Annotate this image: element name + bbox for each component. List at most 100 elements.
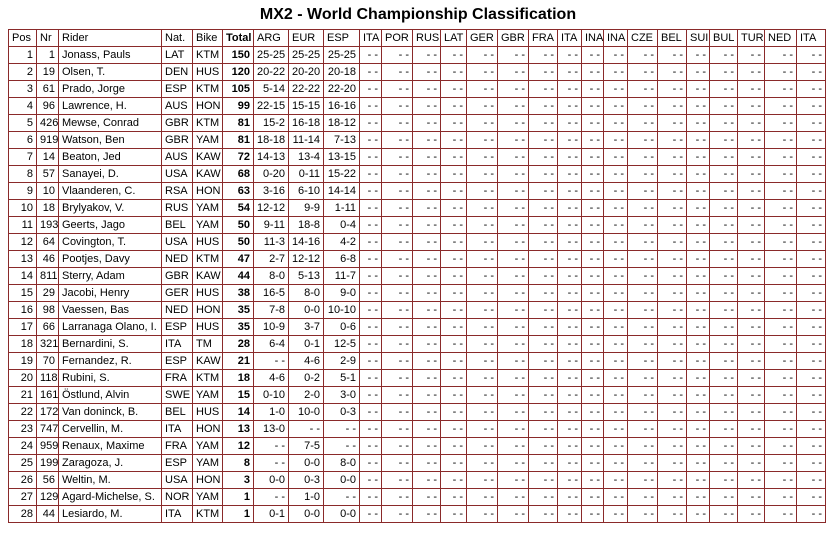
table-cell: 23 <box>8 420 37 438</box>
table-cell: - - <box>737 352 765 370</box>
table-cell: KAW <box>192 165 223 183</box>
table-cell: - - <box>581 420 604 438</box>
table-cell: TM <box>192 335 223 353</box>
table-cell: - - <box>737 114 765 132</box>
table-cell: - - <box>657 420 687 438</box>
table-cell: Sterry, Adam <box>58 267 162 285</box>
table-cell: 18-18 <box>253 131 289 149</box>
table-cell: - - <box>359 420 382 438</box>
table-cell: GBR <box>161 267 193 285</box>
table-cell: 161 <box>36 386 59 404</box>
table-cell: - - <box>737 46 765 64</box>
table-cell: 14-16 <box>288 233 324 251</box>
table-cell: - - <box>627 131 658 149</box>
table-cell: HUS <box>192 233 223 251</box>
table-cell: - - <box>466 505 498 523</box>
column-header: ITA <box>359 29 382 47</box>
table-cell: - - <box>581 454 604 472</box>
table-cell: - - <box>627 114 658 132</box>
table-cell: - - <box>581 131 604 149</box>
table-cell: - - <box>497 454 529 472</box>
table-cell: - - <box>657 335 687 353</box>
table-cell: 0-1 <box>253 505 289 523</box>
column-header: ARG <box>253 29 289 47</box>
table-cell: Lawrence, H. <box>58 97 162 115</box>
table-cell: - - <box>497 80 529 98</box>
table-cell: - - <box>412 131 441 149</box>
table-cell: 22 <box>8 403 37 421</box>
table-row: 16 98 Vaessen, Bas NED HON 35 7-8 0-0 10-10- -- … <box>8 301 826 319</box>
table-cell: - - <box>737 165 765 183</box>
table-cell: - - <box>440 352 467 370</box>
table-cell: - - <box>359 505 382 523</box>
table-cell: - - <box>709 403 738 421</box>
table-cell: - - <box>686 148 710 166</box>
column-header: Nat. <box>161 29 193 47</box>
table-cell: 3-7 <box>288 318 324 336</box>
table-cell: AUS <box>161 148 193 166</box>
table-row: 5 426 Mewse, Conrad GBR KTM 81 15-2 16-18 18-12-… <box>8 114 826 132</box>
table-cell: AUS <box>161 97 193 115</box>
table-cell: - - <box>657 148 687 166</box>
table-cell: - - <box>359 437 382 455</box>
table-cell: - - <box>709 267 738 285</box>
table-cell: - - <box>381 471 413 489</box>
table-row: 8 57 Sanayei, D. USA KAW 68 0-20 0-11 15-22- -- … <box>8 165 826 183</box>
table-cell: - - <box>603 352 628 370</box>
table-cell: - - <box>581 488 604 506</box>
table-cell: - - <box>359 352 382 370</box>
table-cell: 13-0 <box>253 420 289 438</box>
table-cell: - - <box>737 505 765 523</box>
table-row: 10 18 Brylyakov, V. RUS YAM 54 12-12 9-9 1-11- -… <box>8 199 826 217</box>
table-cell: - - <box>359 335 382 353</box>
table-cell: - - <box>557 386 582 404</box>
table-cell: - - <box>359 318 382 336</box>
table-cell: - - <box>581 318 604 336</box>
table-cell: - - <box>466 284 498 302</box>
table-cell: - - <box>359 63 382 81</box>
table-cell: 11-3 <box>253 233 289 251</box>
table-cell: - - <box>528 488 558 506</box>
table-cell: - - <box>528 301 558 319</box>
table-cell: - - <box>412 148 441 166</box>
table-cell: - - <box>412 267 441 285</box>
table-cell: 10-0 <box>288 403 324 421</box>
table-cell: - - <box>603 318 628 336</box>
table-cell: - - <box>497 131 529 149</box>
table-cell: ITA <box>161 420 193 438</box>
table-cell: 4-2 <box>323 233 360 251</box>
table-cell: - - <box>557 420 582 438</box>
table-cell: - - <box>557 80 582 98</box>
table-cell: - - <box>603 131 628 149</box>
table-cell: 46 <box>36 250 59 268</box>
table-cell: - - <box>359 488 382 506</box>
table-cell: - - <box>709 301 738 319</box>
table-cell: FRA <box>161 437 193 455</box>
table-cell: - - <box>359 471 382 489</box>
table-cell: - - <box>466 420 498 438</box>
table-cell: - - <box>686 352 710 370</box>
table-cell: - - <box>657 437 687 455</box>
table-cell: - - <box>709 63 738 81</box>
table-cell: 6-10 <box>288 182 324 200</box>
table-cell: - - <box>657 250 687 268</box>
table-cell: - - <box>764 301 797 319</box>
table-cell: - - <box>657 369 687 387</box>
table-cell: - - <box>466 148 498 166</box>
table-cell: - - <box>440 267 467 285</box>
table-cell: 1-11 <box>323 199 360 217</box>
table-cell: - - <box>627 284 658 302</box>
table-cell: USA <box>161 471 193 489</box>
table-cell: - - <box>528 250 558 268</box>
table-cell: HUS <box>192 63 223 81</box>
table-cell: Cervellin, M. <box>58 420 162 438</box>
table-cell: 70 <box>36 352 59 370</box>
table-cell: - - <box>603 165 628 183</box>
table-cell: - - <box>709 250 738 268</box>
table-cell: HUS <box>192 318 223 336</box>
table-cell: - - <box>466 488 498 506</box>
table-cell: - - <box>764 148 797 166</box>
table-cell: - - <box>557 267 582 285</box>
table-cell: 0-2 <box>288 369 324 387</box>
table-cell: Zaragoza, J. <box>58 454 162 472</box>
